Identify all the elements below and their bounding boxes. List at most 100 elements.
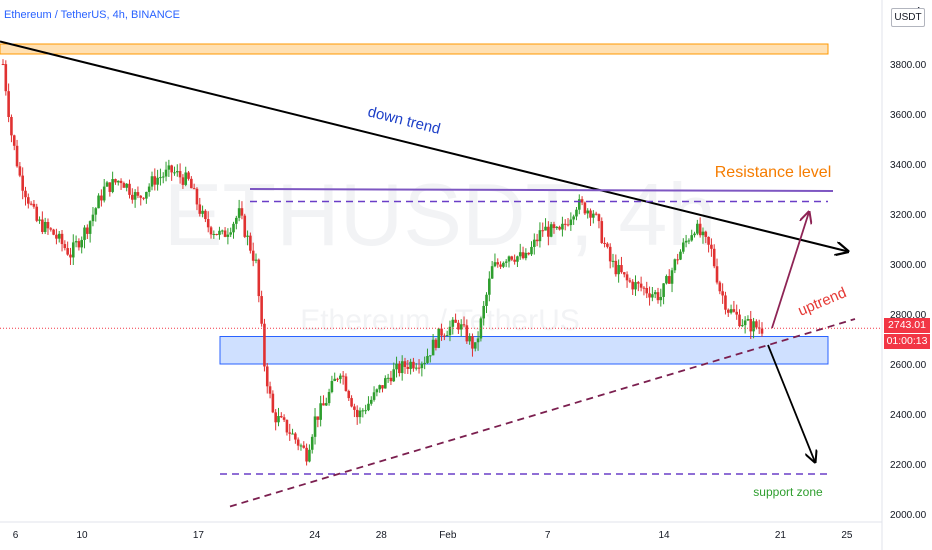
candle-up — [485, 294, 488, 306]
support-rectangle[interactable] — [219, 336, 829, 365]
top-resistance-zone[interactable] — [0, 43, 829, 55]
price-tick-label: 2600.00 — [890, 360, 927, 371]
candle-down — [735, 311, 738, 315]
candle-down — [667, 276, 671, 284]
annotation-label[interactable]: support zone — [753, 485, 823, 499]
candle-down — [597, 214, 601, 222]
candle-down — [142, 197, 145, 199]
price-axis[interactable]: 2000.00 2200.00 2400.00 2600.00 2800.00 3000.… — [881, 0, 927, 550]
candle-up — [173, 172, 176, 174]
candle-up — [507, 256, 511, 262]
price-tick-label: 3600.00 — [890, 110, 927, 121]
candle-up — [80, 239, 84, 248]
candle-down — [265, 366, 269, 387]
uptrend-line[interactable] — [229, 318, 856, 508]
annotation-labels: down trend Resistance level uptrend support… — [366, 103, 849, 499]
candle-down — [60, 233, 64, 245]
candle-up — [220, 230, 224, 232]
candle-down — [119, 180, 123, 184]
candle-down — [710, 244, 713, 249]
candle-down — [66, 248, 69, 255]
candle-up — [673, 259, 677, 271]
candle-up — [218, 230, 221, 235]
candle-up — [319, 403, 322, 420]
candle-up — [459, 324, 463, 330]
resistance-line[interactable] — [249, 188, 834, 192]
candle-down — [738, 314, 741, 327]
candle-down — [606, 243, 609, 247]
down-trend-line[interactable] — [0, 40, 848, 252]
candle-down — [648, 293, 651, 298]
candle-up — [313, 416, 317, 437]
candle-up — [145, 191, 148, 199]
candle-up — [428, 355, 432, 357]
candle-up — [111, 179, 114, 192]
candle-down — [131, 194, 134, 200]
candle-up — [561, 223, 564, 230]
candle-down — [541, 230, 545, 232]
candle-up — [555, 226, 559, 229]
candle-up — [378, 385, 381, 390]
candle-down — [403, 361, 407, 367]
candle-down — [563, 223, 567, 225]
interval-label[interactable]: 4h — [112, 9, 125, 21]
candle-down — [457, 322, 460, 330]
candle-down — [440, 328, 443, 336]
last-price-tag: 2743.01 — [884, 318, 930, 333]
candle-up — [94, 208, 98, 215]
candle-up — [291, 433, 294, 435]
candle-down — [350, 398, 353, 407]
candle-down — [206, 219, 210, 228]
annotation-label[interactable]: uptrend — [796, 284, 849, 320]
candle-up — [369, 399, 373, 404]
candle-down — [558, 226, 561, 230]
candle-down — [271, 393, 275, 413]
symbol-name[interactable]: Ethereum / TetherUS — [4, 9, 107, 21]
candle-down — [294, 433, 297, 440]
candle-down — [18, 166, 22, 176]
candle-down — [580, 199, 584, 203]
candle-up — [516, 256, 519, 262]
candle-down — [260, 296, 263, 324]
candle-down — [249, 235, 252, 251]
annotation-label[interactable]: down trend — [366, 103, 442, 137]
candle-up — [617, 265, 620, 275]
down-projection-arrow[interactable] — [767, 344, 815, 462]
candle-down — [282, 417, 286, 420]
candle-down — [263, 323, 266, 367]
candle-up — [229, 232, 232, 235]
candle-down — [412, 361, 415, 369]
candle-up — [473, 342, 477, 349]
watermark: ETHUSDT, 4h Ethereum / TetherUS — [164, 165, 717, 337]
currency-selector[interactable]: USDT — [891, 8, 925, 27]
candle-down — [603, 242, 606, 244]
candle-down — [69, 254, 72, 258]
candle-down — [285, 419, 289, 433]
candle-up — [504, 261, 508, 263]
candle-down — [499, 264, 502, 267]
candle-down — [190, 178, 193, 189]
candle-down — [178, 171, 182, 178]
candle-down — [322, 403, 325, 406]
candle-up — [437, 328, 441, 348]
time-tick-label: Feb — [439, 530, 457, 541]
time-axis[interactable]: 6 10 17 24 28 Feb 7 14 21 25 — [0, 521, 882, 541]
candle-down — [583, 202, 587, 214]
candle-up — [741, 325, 744, 327]
up-projection-arrow[interactable] — [771, 212, 809, 329]
candle-down — [755, 321, 758, 328]
candle-up — [530, 246, 533, 255]
candle-down — [704, 231, 708, 237]
candle-down — [77, 241, 81, 248]
candle-up — [327, 392, 331, 404]
candle-up — [681, 242, 685, 252]
candle-up — [445, 335, 449, 337]
annotation-label[interactable]: Resistance level — [715, 164, 832, 181]
candle-down — [406, 366, 410, 369]
candle-up — [324, 403, 328, 406]
candle-up — [392, 369, 396, 382]
candle-down — [381, 385, 384, 389]
candle-down — [10, 116, 13, 136]
candle-down — [417, 367, 421, 369]
